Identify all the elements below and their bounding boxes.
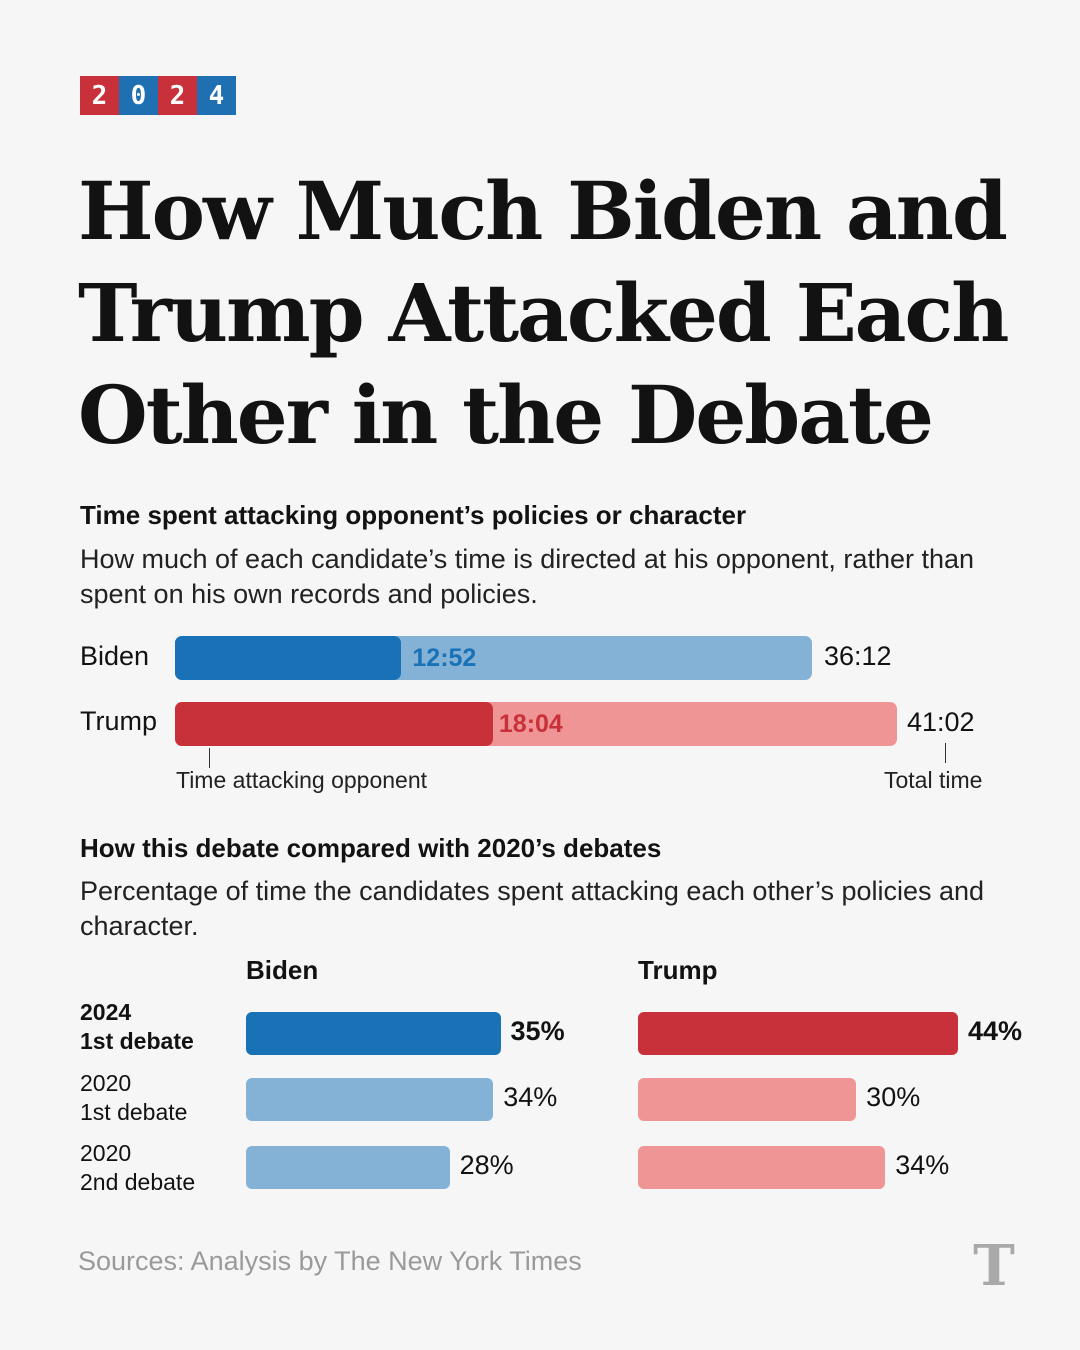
series-heading-biden: Biden: [246, 955, 319, 985]
section2-description: Percentage of time the candidates spent …: [80, 876, 985, 941]
biden-attacking-label: 12:52: [412, 644, 477, 672]
trump-attacking-bar: 18:04: [175, 702, 563, 746]
biden-bar: [246, 1078, 494, 1121]
badge-digit: 2: [158, 76, 197, 115]
trump-total-label: 41:02: [907, 707, 975, 737]
legend-attacking-label: Time attacking opponent: [176, 767, 428, 793]
badge-digit: 2: [80, 76, 119, 115]
legend-total-label: Total time: [884, 767, 983, 793]
section2-heading: How this debate compared with 2020’s deb…: [80, 833, 662, 863]
year-badge: 2 0 2 4: [80, 76, 236, 115]
biden-total-label: 36:12: [823, 641, 892, 671]
biden-attacking-bar: 12:52: [175, 636, 476, 680]
row-label: 2024 1st debate: [80, 998, 194, 1056]
trump-bar: [638, 1146, 886, 1189]
row-label: 2020 2nd debate: [80, 1139, 195, 1197]
biden-bar: [246, 1146, 450, 1189]
section1-description: How much of each candidate’s time is dir…: [80, 544, 975, 609]
row-year: 2020: [80, 1140, 132, 1166]
row-year: 2020: [80, 1070, 132, 1096]
badge-digit: 4: [197, 76, 236, 115]
trump-bar: [638, 1078, 857, 1121]
source-note: Sources: Analysis by The New York Times: [78, 1246, 582, 1276]
page-title: How Much Biden and Trump Attacked Each O…: [78, 164, 1009, 462]
row-year: 2024: [80, 999, 132, 1025]
row-debate: 2nd debate: [80, 1169, 196, 1195]
row-debate: 1st debate: [80, 1099, 188, 1125]
legend-tick: [945, 743, 946, 763]
series-heading-trump: Trump: [638, 955, 718, 985]
section1-heading: Time spent attacking opponent’s policies…: [80, 500, 747, 530]
biden-bar: [246, 1012, 501, 1055]
biden-value-label: 28%: [459, 1150, 514, 1180]
trump-value-label: 30%: [866, 1082, 921, 1112]
trump-attacking-label: 18:04: [498, 710, 563, 738]
trump-bar: [638, 1012, 958, 1055]
trump-value-label: 34%: [895, 1150, 950, 1180]
category-label: Trump: [80, 706, 158, 736]
row-debate: 1st debate: [80, 1028, 194, 1054]
nyt-logo-icon: T: [973, 1233, 1015, 1299]
trump-value-label: 44%: [968, 1016, 1023, 1046]
row-label: 2020 1st debate: [80, 1069, 187, 1127]
badge-digit: 0: [119, 76, 158, 115]
biden-value-label: 35%: [510, 1016, 565, 1046]
category-label: Biden: [80, 641, 150, 671]
biden-value-label: 34%: [503, 1082, 558, 1112]
legend-tick: [209, 748, 210, 768]
